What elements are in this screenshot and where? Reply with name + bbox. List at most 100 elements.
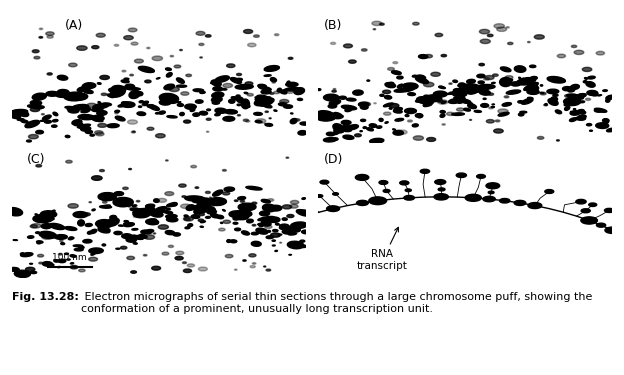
Circle shape: [79, 269, 85, 272]
Ellipse shape: [122, 234, 132, 238]
Ellipse shape: [193, 89, 203, 92]
Ellipse shape: [97, 82, 101, 84]
Circle shape: [147, 127, 154, 130]
Ellipse shape: [459, 84, 481, 93]
Circle shape: [96, 33, 105, 37]
Ellipse shape: [68, 96, 76, 99]
Ellipse shape: [90, 134, 94, 136]
Ellipse shape: [11, 110, 27, 114]
Circle shape: [130, 74, 134, 76]
Ellipse shape: [606, 99, 610, 102]
Ellipse shape: [72, 94, 85, 98]
Ellipse shape: [271, 206, 282, 211]
Circle shape: [249, 254, 256, 257]
Ellipse shape: [215, 113, 220, 116]
Ellipse shape: [517, 78, 535, 85]
Ellipse shape: [205, 200, 218, 205]
Circle shape: [585, 98, 590, 100]
Circle shape: [169, 87, 179, 92]
Ellipse shape: [180, 112, 184, 116]
Circle shape: [183, 120, 190, 123]
Ellipse shape: [33, 214, 53, 223]
Circle shape: [266, 269, 271, 271]
Text: Electron micrographs of serial thin sections through a large chromosome puff, sh: Electron micrographs of serial thin sect…: [81, 292, 593, 314]
Ellipse shape: [118, 104, 125, 107]
Circle shape: [462, 91, 467, 93]
Ellipse shape: [291, 113, 293, 114]
Ellipse shape: [326, 132, 334, 136]
Ellipse shape: [583, 81, 587, 83]
Circle shape: [207, 131, 209, 132]
Circle shape: [301, 214, 311, 218]
Ellipse shape: [498, 112, 509, 116]
Circle shape: [498, 109, 508, 113]
Ellipse shape: [29, 263, 32, 264]
Circle shape: [199, 43, 204, 45]
Ellipse shape: [280, 90, 287, 94]
Ellipse shape: [64, 92, 86, 101]
Ellipse shape: [301, 210, 310, 213]
Ellipse shape: [65, 226, 77, 231]
Ellipse shape: [159, 111, 165, 114]
Ellipse shape: [7, 111, 21, 118]
Ellipse shape: [278, 103, 286, 106]
Circle shape: [101, 93, 107, 96]
Circle shape: [589, 203, 597, 207]
Ellipse shape: [514, 66, 526, 72]
Circle shape: [46, 32, 54, 36]
Ellipse shape: [167, 203, 177, 207]
Ellipse shape: [360, 105, 368, 109]
Ellipse shape: [440, 111, 446, 113]
Circle shape: [252, 262, 256, 264]
Ellipse shape: [385, 82, 396, 88]
Circle shape: [165, 160, 168, 161]
Ellipse shape: [103, 205, 110, 207]
Circle shape: [349, 60, 356, 63]
Ellipse shape: [260, 98, 274, 106]
Circle shape: [488, 191, 494, 194]
Circle shape: [182, 262, 187, 264]
Circle shape: [176, 251, 184, 255]
Circle shape: [252, 202, 256, 204]
Ellipse shape: [565, 106, 570, 110]
Ellipse shape: [164, 84, 175, 90]
Circle shape: [248, 43, 256, 47]
Ellipse shape: [603, 118, 609, 123]
Ellipse shape: [91, 115, 104, 121]
Ellipse shape: [500, 67, 511, 72]
Ellipse shape: [235, 78, 242, 81]
Ellipse shape: [458, 84, 462, 87]
Ellipse shape: [346, 98, 356, 101]
Ellipse shape: [287, 81, 290, 84]
Ellipse shape: [256, 95, 269, 101]
Ellipse shape: [563, 98, 581, 106]
Circle shape: [77, 46, 87, 50]
Circle shape: [127, 256, 135, 259]
Ellipse shape: [71, 262, 74, 264]
Ellipse shape: [255, 99, 266, 106]
Circle shape: [168, 245, 173, 248]
Ellipse shape: [491, 106, 494, 108]
Ellipse shape: [177, 104, 183, 106]
Circle shape: [132, 131, 135, 133]
Circle shape: [265, 225, 272, 228]
Ellipse shape: [193, 113, 200, 116]
Circle shape: [129, 168, 132, 170]
Circle shape: [142, 104, 147, 105]
Ellipse shape: [27, 140, 31, 142]
Ellipse shape: [42, 115, 51, 120]
Circle shape: [223, 83, 233, 88]
Circle shape: [506, 27, 509, 28]
Ellipse shape: [39, 231, 57, 238]
Ellipse shape: [72, 120, 82, 125]
Ellipse shape: [318, 111, 333, 117]
Ellipse shape: [87, 117, 90, 119]
Circle shape: [271, 205, 276, 207]
Circle shape: [540, 92, 546, 95]
Circle shape: [30, 225, 37, 228]
Circle shape: [145, 80, 151, 83]
Ellipse shape: [578, 115, 586, 119]
Circle shape: [280, 242, 281, 243]
Ellipse shape: [85, 224, 92, 226]
Circle shape: [196, 32, 205, 35]
